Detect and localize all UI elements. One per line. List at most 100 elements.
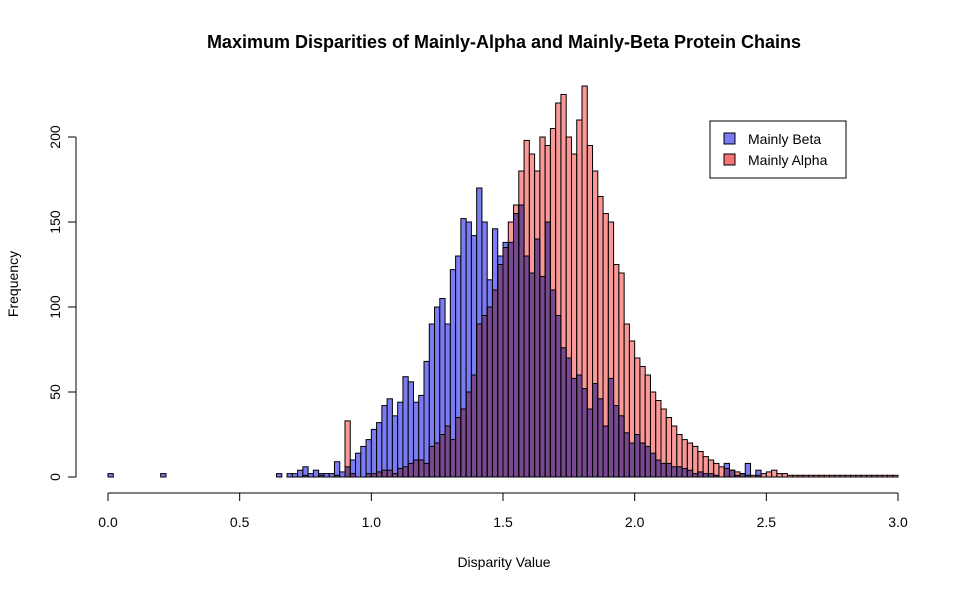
bar-mainly-alpha xyxy=(607,221,615,478)
bar-mainly-alpha xyxy=(776,473,783,478)
bar-mainly-alpha xyxy=(602,213,609,478)
bar-mainly-alpha xyxy=(365,473,372,478)
bar-mainly-beta xyxy=(386,398,393,478)
bar-mainly-beta xyxy=(333,461,341,478)
bar-mainly-alpha xyxy=(449,439,457,478)
bar-mainly-alpha xyxy=(344,420,351,478)
bar-mainly-alpha xyxy=(549,128,557,478)
bar-mainly-alpha xyxy=(302,474,309,478)
x-tick-label: 1.5 xyxy=(493,514,513,530)
bar-mainly-alpha xyxy=(781,473,788,478)
bar-mainly-alpha xyxy=(376,471,383,478)
bar-mainly-alpha xyxy=(412,459,420,478)
bar-mainly-alpha xyxy=(855,474,862,478)
bar-mainly-alpha xyxy=(771,469,778,478)
bar-mainly-alpha xyxy=(333,474,341,478)
bar-mainly-alpha xyxy=(565,136,572,478)
bar-mainly-alpha xyxy=(423,462,430,478)
bar-mainly-beta xyxy=(286,473,293,478)
bar-mainly-alpha xyxy=(834,474,841,478)
bar-mainly-beta xyxy=(391,415,399,478)
bar-mainly-alpha xyxy=(744,474,752,478)
bar-mainly-alpha xyxy=(792,474,799,478)
bar-mainly-beta xyxy=(107,473,114,478)
bar-mainly-beta xyxy=(370,428,378,478)
bar-mainly-alpha xyxy=(702,456,709,478)
y-tick-label: 0 xyxy=(47,473,63,481)
bar-mainly-alpha xyxy=(844,474,852,478)
legend-box xyxy=(709,120,847,179)
bar-mainly-alpha xyxy=(628,340,636,478)
bar-mainly-alpha xyxy=(786,474,794,478)
bar-mainly-alpha xyxy=(518,170,525,478)
bar-mainly-alpha xyxy=(750,474,757,478)
bar-mainly-alpha xyxy=(871,474,878,478)
bar-mainly-alpha xyxy=(476,323,483,478)
bar-mainly-alpha xyxy=(592,170,599,478)
bar-mainly-beta xyxy=(307,473,314,478)
bar-mainly-alpha xyxy=(560,94,567,478)
bar-mainly-alpha xyxy=(818,474,825,478)
bar-mainly-beta xyxy=(381,405,388,478)
bar-mainly-alpha xyxy=(665,417,673,478)
bar-mainly-alpha xyxy=(876,474,883,478)
y-axis-label: Frequency xyxy=(5,251,21,317)
bar-mainly-alpha xyxy=(881,474,888,478)
bar-mainly-alpha xyxy=(839,474,846,478)
bar-mainly-alpha xyxy=(734,471,741,478)
bar-mainly-beta xyxy=(360,445,367,478)
bar-mainly-alpha xyxy=(660,408,667,478)
bar-mainly-beta xyxy=(365,439,372,478)
bar-mainly-alpha xyxy=(523,139,530,478)
bar-mainly-alpha xyxy=(686,442,694,478)
bar-mainly-alpha xyxy=(644,374,651,478)
x-axis: 0.0 0.5 1.0 1.5 2.0 2.5 3.0 xyxy=(98,492,908,530)
bar-mainly-alpha xyxy=(807,474,815,478)
bar-mainly-alpha xyxy=(576,119,583,478)
bar-mainly-alpha xyxy=(544,145,551,478)
bar-mainly-beta xyxy=(312,469,320,478)
bar-mainly-alpha xyxy=(513,204,520,478)
bar-mainly-alpha xyxy=(507,221,515,478)
bar-mainly-alpha xyxy=(860,474,867,478)
bar-mainly-alpha xyxy=(707,459,715,478)
bar-mainly-alpha xyxy=(713,462,720,478)
bar-mainly-alpha xyxy=(802,474,809,478)
bar-mainly-alpha xyxy=(723,468,730,478)
x-tick-label: 1.0 xyxy=(362,514,382,530)
bars-mainly-alpha xyxy=(302,85,899,478)
bar-mainly-alpha xyxy=(676,434,683,478)
legend-label-mainly-beta: Mainly Beta xyxy=(748,131,821,147)
legend: Mainly Beta Mainly Alpha xyxy=(709,120,847,179)
bar-mainly-alpha xyxy=(755,474,762,478)
x-tick-label: 2.0 xyxy=(625,514,645,530)
bar-mainly-alpha xyxy=(444,425,451,478)
bar-mainly-alpha xyxy=(455,417,462,478)
bar-mainly-alpha xyxy=(318,474,325,478)
bar-mainly-alpha xyxy=(760,473,767,478)
x-axis-label: Disparity Value xyxy=(457,554,550,570)
bar-mainly-alpha xyxy=(697,451,704,478)
bar-mainly-alpha xyxy=(681,439,688,478)
legend-swatch-mainly-alpha xyxy=(723,153,736,166)
bar-mainly-alpha xyxy=(402,466,409,478)
bar-mainly-alpha xyxy=(428,445,436,478)
bar-mainly-beta xyxy=(160,473,167,478)
bar-mainly-alpha xyxy=(502,247,509,478)
bar-mainly-alpha xyxy=(491,289,499,478)
bar-mainly-alpha xyxy=(618,272,625,478)
y-tick-label: 150 xyxy=(47,210,63,234)
bar-mainly-beta xyxy=(423,360,430,478)
y-tick-label: 50 xyxy=(47,384,63,400)
bar-mainly-alpha xyxy=(728,469,736,478)
bar-mainly-alpha xyxy=(391,473,399,478)
bar-mainly-alpha xyxy=(570,153,578,478)
bar-mainly-alpha xyxy=(586,145,594,478)
legend-label-mainly-alpha: Mainly Alpha xyxy=(748,152,828,168)
bar-mainly-alpha xyxy=(481,315,488,478)
bar-mainly-alpha xyxy=(813,474,820,478)
bar-mainly-alpha xyxy=(739,473,746,478)
bar-mainly-alpha xyxy=(381,469,388,478)
bar-mainly-alpha xyxy=(613,264,620,478)
bar-mainly-alpha xyxy=(649,391,657,478)
